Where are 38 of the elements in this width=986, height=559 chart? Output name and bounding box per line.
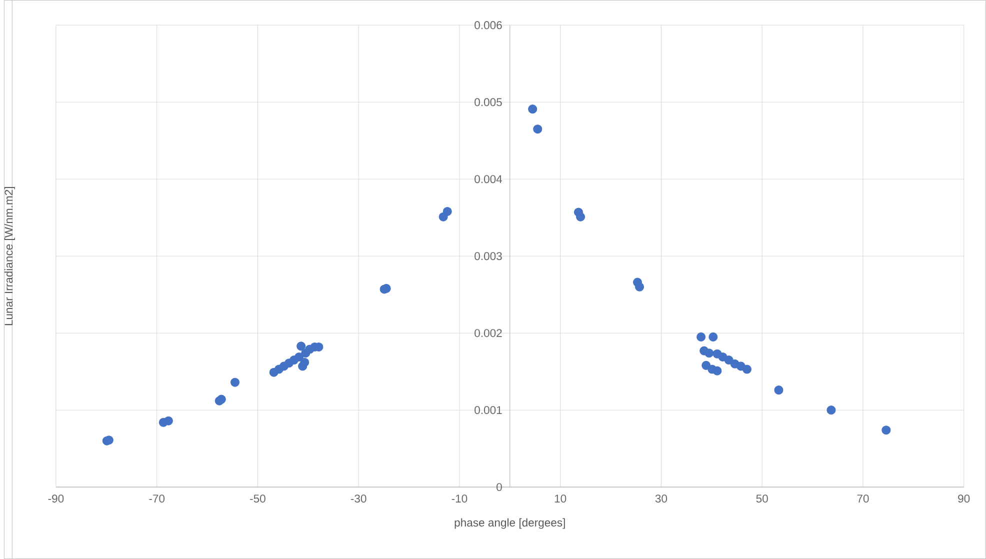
x-tick-label: 10 xyxy=(554,494,566,503)
point xyxy=(742,364,752,374)
x-tick-label: 50 xyxy=(756,494,768,503)
y-tick-label: 0.005 xyxy=(474,98,502,106)
point xyxy=(533,124,542,134)
point xyxy=(712,366,722,376)
point xyxy=(708,332,718,342)
point xyxy=(528,104,538,114)
point xyxy=(724,356,734,365)
point xyxy=(702,360,711,370)
point xyxy=(704,348,714,358)
point xyxy=(882,426,891,435)
y-tick-label: 0.003 xyxy=(474,252,502,260)
x-tick-label: -30 xyxy=(350,494,366,503)
point xyxy=(300,358,310,367)
x-tick-label: 70 xyxy=(857,494,869,503)
y-tick-label: 0.001 xyxy=(474,406,502,414)
point xyxy=(635,282,644,292)
x-tick-label: 30 xyxy=(655,494,668,503)
x-axis-title: phase angle [dergees] xyxy=(454,518,565,529)
x-tick-label: 90 xyxy=(958,494,970,503)
x-tick-label: -70 xyxy=(149,494,165,503)
y-tick-label: 0 xyxy=(496,483,502,492)
point xyxy=(164,416,173,426)
y-tick-label: 0.006 xyxy=(474,21,502,30)
x-tick-label: -10 xyxy=(452,494,468,503)
x-tick-label: -50 xyxy=(250,494,266,503)
point xyxy=(296,342,306,351)
y-tick-label: 0.002 xyxy=(474,329,502,338)
point xyxy=(230,378,240,387)
y-axis-title: Lunar Irradiance [W/nm.m2] xyxy=(4,187,15,326)
y-tick-label: 0.004 xyxy=(474,175,502,184)
point xyxy=(442,206,452,216)
point xyxy=(576,212,586,222)
point xyxy=(696,332,706,342)
point xyxy=(774,386,784,395)
point xyxy=(826,406,836,415)
x-tick-label: -90 xyxy=(48,494,64,503)
